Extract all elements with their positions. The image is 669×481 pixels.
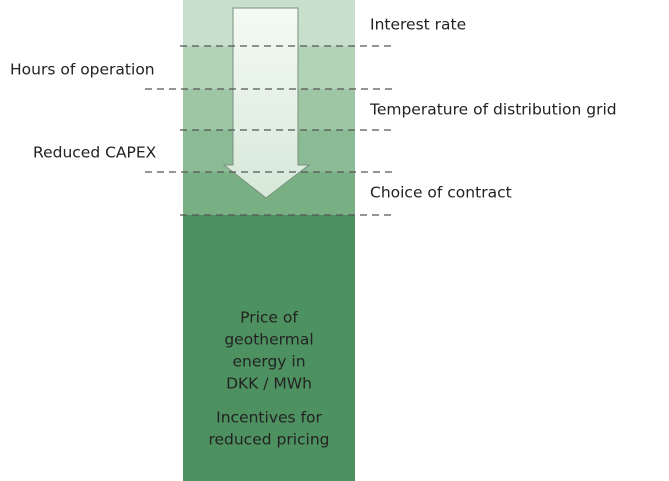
- factor-label: Reduced CAPEX: [33, 144, 157, 162]
- price-text: Price of geothermal energy in DKK / MWh …: [208, 309, 329, 449]
- incentives-line: Incentives for: [216, 409, 322, 427]
- price-line: energy in: [232, 353, 305, 371]
- price-line: Price of: [240, 309, 298, 327]
- price-line: DKK / MWh: [226, 375, 312, 393]
- band: [183, 215, 355, 481]
- price-line: geothermal: [224, 331, 313, 349]
- factor-label: Temperature of distribution grid: [369, 101, 617, 119]
- factor-label: Interest rate: [370, 16, 466, 34]
- incentives-line: reduced pricing: [208, 431, 329, 449]
- factor-label: Choice of contract: [370, 184, 512, 202]
- arrow: [222, 7, 311, 199]
- factor-label: Hours of operation: [10, 61, 155, 79]
